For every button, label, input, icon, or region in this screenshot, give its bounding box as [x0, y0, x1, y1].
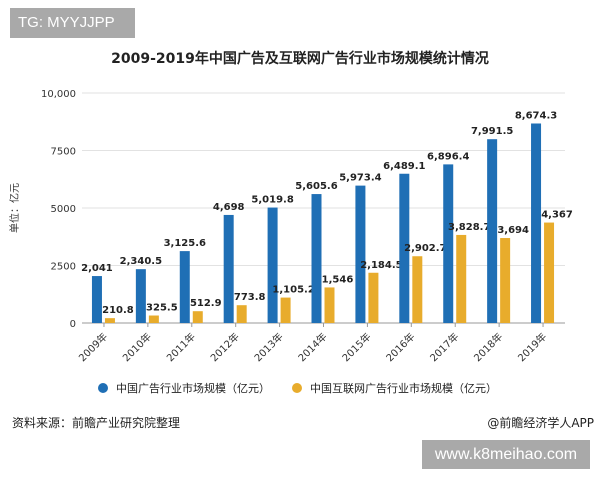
bar-ad-market	[267, 207, 278, 323]
bar-ad-market	[223, 214, 234, 323]
data-label: 1,546	[322, 274, 354, 285]
data-label: 5,605.6	[295, 181, 337, 192]
x-tick-label: 2010年	[120, 330, 154, 364]
bar-internet-ad-market	[368, 272, 379, 323]
data-label: 2,340.5	[120, 256, 162, 267]
bar-internet-ad-market	[456, 234, 467, 323]
legend-label: 中国广告行业市场规模（亿元）	[116, 382, 270, 395]
bar-internet-ad-market	[148, 315, 159, 323]
data-label: 8,674.3	[515, 110, 557, 121]
data-label: 7,991.5	[471, 126, 513, 137]
bar-ad-market	[355, 185, 366, 323]
bar-ad-market	[531, 123, 542, 324]
y-tick-label: 5000	[51, 204, 76, 215]
bar-internet-ad-market	[104, 318, 115, 323]
x-tick-label: 2019年	[515, 330, 549, 364]
x-tick-label: 2013年	[251, 330, 285, 364]
data-label: 3,694	[497, 225, 529, 236]
x-tick-label: 2009年	[76, 330, 110, 364]
y-tick-label: 7500	[51, 147, 76, 158]
data-label: 2,184.5	[360, 260, 402, 271]
watermark-badge-bottom: www.k8meihao.com	[422, 440, 590, 469]
data-label: 325.5	[146, 303, 178, 314]
data-label: 210.8	[102, 305, 134, 316]
bar-internet-ad-market	[280, 297, 291, 323]
legend-item-internet-ad-market: 中国互联网广告行业市场规模（亿元）	[292, 380, 497, 396]
legend-item-ad-market: 中国广告行业市场规模（亿元）	[98, 380, 270, 396]
x-tick-label: 2017年	[427, 330, 461, 364]
x-tick-label: 2014年	[295, 330, 329, 364]
bar-internet-ad-market	[544, 222, 555, 323]
x-tick-label: 2015年	[339, 330, 373, 364]
x-tick-label: 2011年	[164, 330, 198, 364]
bar-ad-market	[135, 269, 146, 323]
legend-label: 中国互联网广告行业市场规模（亿元）	[310, 382, 497, 395]
bar-internet-ad-market	[192, 311, 203, 323]
bar-internet-ad-market	[412, 256, 423, 323]
x-tick-label: 2018年	[471, 330, 505, 364]
data-label: 4,367	[541, 210, 573, 221]
bar-ad-market	[443, 164, 454, 323]
bar-internet-ad-market	[324, 287, 335, 323]
source-note: 资料来源：前瞻产业研究院整理	[12, 416, 181, 430]
bar-ad-market	[399, 173, 410, 323]
bar-ad-market	[311, 194, 322, 323]
credit-note: @前瞻经济学人APP	[487, 416, 594, 430]
bar-ad-market	[179, 251, 190, 323]
data-label: 3,125.6	[164, 238, 206, 249]
legend-swatch	[292, 383, 302, 393]
bar-ad-market	[91, 276, 102, 323]
watermark-badge-top: TG: MYYJJPP	[10, 8, 135, 38]
data-label: 6,489.1	[383, 161, 425, 172]
x-tick-label: 2012年	[208, 330, 242, 364]
data-label: 6,896.4	[427, 151, 469, 162]
bar-internet-ad-market	[500, 238, 511, 323]
legend-swatch	[98, 383, 108, 393]
bar-ad-market	[487, 139, 498, 323]
x-tick-label: 2016年	[383, 330, 417, 364]
data-label: 1,105.2	[272, 285, 314, 296]
bar-internet-ad-market	[236, 305, 247, 323]
y-tick-label: 0	[70, 319, 76, 330]
data-label: 2,902.7	[404, 243, 446, 254]
data-label: 5,019.8	[251, 195, 293, 206]
chart-title: 2009-2019年中国广告及互联网广告行业市场规模统计情况	[111, 51, 489, 67]
data-label: 5,973.4	[339, 173, 381, 184]
y-tick-label: 2500	[51, 262, 76, 273]
data-label: 2,041	[81, 263, 113, 274]
data-label: 773.8	[234, 292, 266, 303]
y-axis-label: 单位：亿元	[8, 183, 21, 233]
data-label: 4,698	[213, 202, 245, 213]
y-tick-label: 10,000	[41, 89, 76, 100]
data-label: 512.9	[190, 298, 222, 309]
data-label: 3,828.7	[448, 222, 490, 233]
